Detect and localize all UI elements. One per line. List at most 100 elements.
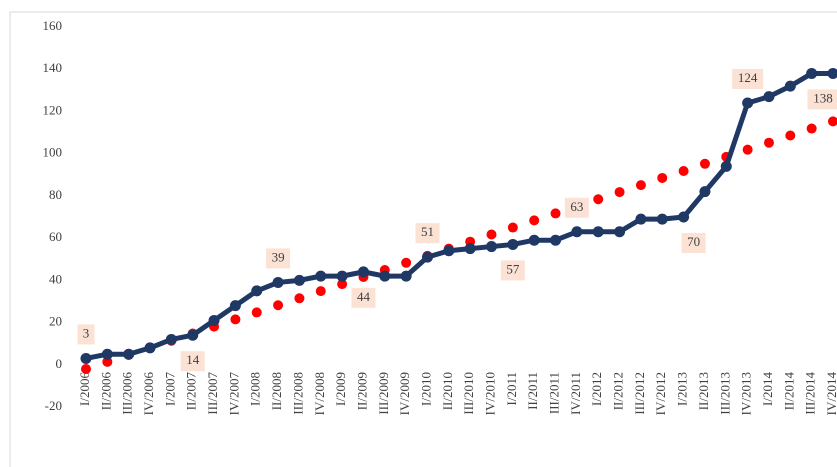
series-point [357,266,369,278]
data-label-box [415,223,440,244]
series-point [784,80,796,92]
series-point [443,245,455,257]
series-point [400,270,412,282]
y-tick-label: 100 [43,145,63,160]
x-tick-label: II/2010 [440,372,455,410]
series-point [165,333,177,345]
x-tick-label: IV/2012 [653,372,668,415]
series-point [742,97,754,109]
data-label-text: 14 [186,352,200,367]
trend-dot [337,279,348,290]
series-point [486,241,498,253]
x-tick-label: II/2009 [354,372,369,410]
y-tick-label: 20 [49,314,62,329]
x-tick-label: IV/2010 [482,372,497,415]
x-tick-label: II/2007 [184,372,199,411]
data-label: 14 [180,351,205,372]
y-tick-label: 140 [43,60,63,75]
x-tick-label: III/2011 [547,372,562,414]
data-label: 3 [77,324,95,345]
data-label-box [351,287,376,308]
y-tick-label: 0 [56,356,63,371]
data-label-box [500,260,525,281]
trend-dot [486,229,497,240]
x-tick-label: I/2007 [162,372,177,406]
series-point [806,67,818,79]
x-tick-label: II/2013 [696,372,711,410]
chart-frame [9,11,837,467]
series-point [507,238,519,250]
trend-dot [785,130,796,141]
data-label-text: 51 [421,224,434,239]
x-tick-label: III/2013 [717,372,732,415]
data-label-box [77,324,95,345]
series-point [421,251,433,263]
x-tick-label: I/2013 [675,372,690,406]
x-tick-label: IV/2009 [397,372,412,415]
series-point [656,213,668,225]
x-tick-label: II/2014 [781,372,796,411]
data-label: 39 [266,248,291,269]
data-label: 70 [681,233,706,253]
series-point [293,274,305,286]
data-label-text: 57 [506,261,520,276]
data-label-box [180,351,205,372]
data-label-text: 124 [738,70,758,85]
trend-dot [102,356,113,367]
x-tick-label: I/2009 [333,372,348,406]
trend-dot [507,222,518,233]
y-tick-label: 160 [43,18,63,33]
series-point [827,67,837,79]
series-point [101,348,113,360]
x-tick-label: IV/2006 [141,372,156,416]
y-tick-label: 80 [49,187,62,202]
x-tick-label: I/2012 [589,372,604,406]
trend-dot [401,257,412,268]
x-tick-label: III/2009 [376,372,391,415]
series-point [571,226,583,238]
data-label-box [564,197,589,218]
series-point [678,211,690,223]
data-label: 51 [415,223,440,244]
x-tick-label: I/2010 [418,372,433,406]
data-label-text: 138 [813,90,833,105]
trend-dot [635,180,646,191]
x-tick-label: IV/2008 [312,372,327,415]
x-tick-label: IV/2011 [568,372,583,415]
series-point [336,270,348,282]
x-tick-label: III/2006 [120,372,135,415]
data-label-box [681,233,706,253]
trend-dot [230,314,241,325]
x-tick-label: III/2012 [632,372,647,415]
x-tick-label: III/2007 [205,372,220,415]
series-point [80,352,92,364]
x-tick-label: III/2010 [461,372,476,415]
trend-dot [593,194,604,205]
trend-dot [273,300,284,311]
series-point [123,348,135,360]
x-tick-label: IV/2013 [739,372,754,415]
series-point [592,226,604,238]
x-tick-label: I/2014 [760,372,775,406]
trend-dot [81,364,91,374]
series-point [635,213,647,225]
data-label-text: 44 [357,289,371,304]
y-tick-label: -20 [45,398,62,413]
trend-dot [763,137,774,148]
series-point [464,243,476,255]
y-tick-label: 40 [49,271,62,286]
series-point [144,342,156,354]
x-tick-label: II/2006 [98,372,113,411]
data-label-box [266,248,291,269]
series-point [229,300,241,312]
series-point [550,234,562,246]
data-label-text: 3 [83,325,90,340]
data-label-box [732,69,764,89]
trend-dot [315,286,326,297]
series-point [379,270,391,282]
series-point [699,186,711,198]
trend-dot [699,158,710,169]
data-label-box [807,89,837,110]
